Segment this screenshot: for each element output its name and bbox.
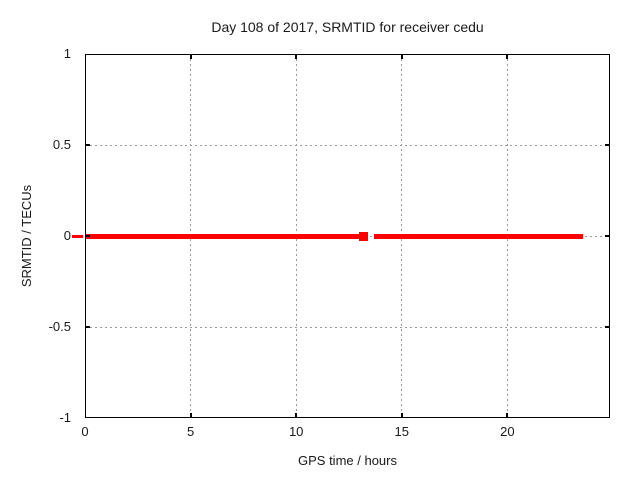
y-tick-label: 0.5 [52,137,71,152]
y-tick-mark [85,235,90,237]
x-tick-mark-mirror [506,54,509,59]
y-tick-mark-mirror [605,326,610,328]
plot-area [71,54,610,418]
x-tick-label: 20 [500,424,515,439]
data-series-segment [373,233,583,239]
y-tick-mark-mirror [605,144,610,146]
y-tick-label: 0 [63,228,71,243]
x-tick-mark [400,413,403,418]
x-tick-mark [189,413,192,418]
x-tick-mark-mirror [400,54,403,59]
x-tick-mark-mirror [189,54,192,59]
x-tick-label: 15 [394,424,409,439]
x-tick-mark-mirror [295,54,298,59]
y-axis-label: SRMTID / TECUs [19,184,34,288]
y-tick-label: -1 [59,410,71,425]
x-tick-label: 5 [186,424,195,439]
gridline-y--0.5 [85,326,610,328]
y-tick-label: 1 [63,46,71,61]
y-tick-mark-mirror [605,235,610,237]
y-tick-label: -0.5 [48,319,71,334]
x-tick-label: 10 [288,424,304,439]
gridline-y-0.5 [85,144,610,146]
x-tick-mark [506,413,509,418]
chart-title: Day 108 of 2017, SRMTID for receiver ced… [211,19,484,35]
y-tick-mark [85,326,90,328]
data-series-segment [86,233,359,239]
x-tick-label: 0 [81,424,89,439]
x-tick-mark [295,413,298,418]
y-tick-mark [85,144,90,146]
data-point-marker [358,231,368,241]
x-axis-label: GPS time / hours [298,453,397,468]
off-axis-data-dash [71,234,83,238]
